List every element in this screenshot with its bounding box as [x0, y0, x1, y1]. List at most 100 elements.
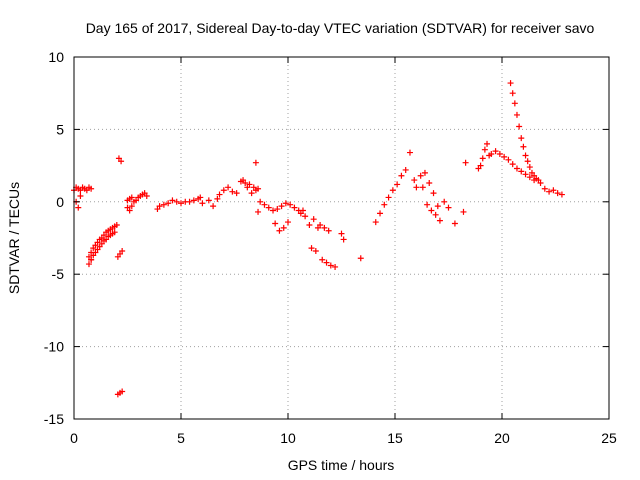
- data-point: [285, 219, 291, 226]
- data-point: [197, 194, 204, 201]
- data-point: [119, 248, 126, 255]
- data-point: [505, 156, 512, 163]
- data-point: [126, 207, 133, 214]
- data-point: [411, 177, 418, 184]
- data-point: [270, 207, 277, 214]
- data-point: [225, 184, 232, 191]
- data-point: [507, 80, 514, 87]
- data-point: [524, 158, 531, 165]
- data-point: [327, 262, 334, 269]
- data-point: [77, 193, 84, 200]
- data-point: [424, 201, 431, 208]
- data-point: [520, 143, 527, 150]
- data-point: [338, 230, 345, 237]
- data-point: [274, 206, 281, 213]
- data-point: [558, 191, 565, 198]
- data-point: [272, 220, 279, 227]
- data-point: [513, 165, 520, 172]
- data-point: [432, 211, 439, 218]
- data-point: [308, 245, 315, 252]
- data-point: [210, 203, 217, 210]
- data-point: [550, 187, 557, 194]
- data-point: [492, 148, 499, 155]
- data-point: [385, 194, 392, 201]
- data-point: [282, 200, 289, 207]
- data-point: [214, 195, 221, 202]
- grid-layer: [74, 57, 609, 419]
- data-point: [248, 190, 255, 197]
- y-tick-label: -5: [52, 266, 65, 282]
- data-point: [287, 201, 294, 208]
- data-point: [413, 184, 420, 191]
- data-point: [85, 261, 92, 268]
- data-point: [255, 208, 262, 215]
- data-point: [240, 177, 247, 184]
- data-point: [278, 203, 285, 210]
- data-point: [156, 203, 163, 210]
- data-point: [394, 181, 401, 188]
- data-point: [75, 204, 82, 211]
- data-point: [265, 204, 272, 211]
- data-point: [509, 161, 516, 168]
- x-tick-label: 25: [601, 430, 617, 446]
- chart-title: Day 165 of 2017, Sidereal Day-to-day VTE…: [86, 20, 595, 36]
- data-point: [88, 256, 95, 263]
- data-point: [428, 207, 435, 214]
- y-tick-label: 5: [56, 121, 64, 137]
- data-point: [426, 179, 433, 186]
- data-point: [255, 185, 262, 192]
- y-ticks: -15 -10 -5 0 5 10: [44, 49, 609, 427]
- data-point: [381, 201, 388, 208]
- data-point: [205, 197, 212, 204]
- data-point: [511, 100, 518, 107]
- data-point: [178, 200, 184, 207]
- data-point: [509, 90, 516, 97]
- data-point: [430, 190, 437, 197]
- x-tick-label: 20: [494, 430, 510, 446]
- data-point: [389, 187, 396, 194]
- data-point: [325, 227, 332, 234]
- data-point: [398, 172, 405, 179]
- data-point: [537, 179, 544, 186]
- data-point: [118, 158, 125, 165]
- data-point: [441, 198, 448, 205]
- data-point: [312, 248, 319, 255]
- data-point: [310, 216, 317, 223]
- data-point: [299, 207, 306, 214]
- x-ticks: 0 5 10 15 20 25: [70, 57, 617, 446]
- data-point: [261, 201, 268, 208]
- data-point: [113, 221, 120, 228]
- data-point: [406, 149, 413, 156]
- data-point: [317, 221, 324, 228]
- data-point: [496, 151, 503, 158]
- y-tick-label: -15: [44, 411, 64, 427]
- data-point: [421, 169, 428, 176]
- y-tick-label: -10: [44, 339, 64, 355]
- x-tick-label: 0: [70, 430, 78, 446]
- data-point: [199, 200, 206, 207]
- data-point: [332, 263, 339, 270]
- data-point: [357, 255, 364, 262]
- data-point: [377, 210, 384, 217]
- data-point: [484, 140, 491, 147]
- x-axis-label: GPS time / hours: [288, 457, 395, 473]
- data-point: [257, 198, 264, 205]
- data-point: [546, 188, 553, 195]
- data-point: [291, 204, 298, 211]
- data-point: [302, 213, 309, 220]
- data-point: [190, 197, 197, 204]
- data-point: [276, 227, 283, 234]
- data-point: [160, 201, 167, 208]
- data-point: [462, 159, 469, 166]
- data-point: [417, 172, 424, 179]
- x-tick-label: 10: [280, 430, 296, 446]
- data-point: [518, 135, 525, 142]
- data-point: [216, 191, 223, 198]
- data-point: [143, 193, 150, 200]
- data-point: [518, 168, 525, 175]
- data-point: [479, 155, 486, 162]
- data-point: [128, 203, 135, 210]
- data-points: [71, 80, 565, 398]
- data-point: [516, 123, 523, 130]
